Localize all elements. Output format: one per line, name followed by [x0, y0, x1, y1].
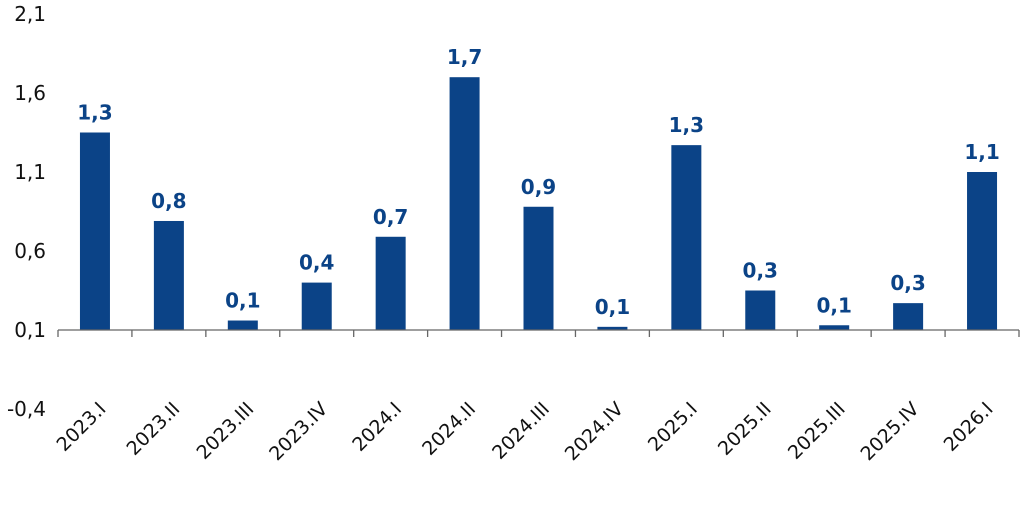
bar: [967, 172, 998, 330]
data-label: 1,7: [447, 45, 482, 69]
y-tick-label: 0,6: [14, 239, 46, 263]
bar: [375, 236, 406, 330]
x-axis-labels: 2023.I 2023.II 2023.III 2023.IV 2024.I 2024.I…: [53, 398, 998, 465]
x-tick-label: 2025.I: [644, 398, 702, 456]
y-tick-label: 1,1: [14, 160, 46, 184]
x-tick-label: 2025.IV: [856, 398, 923, 465]
data-labels: 1,3 0,8 0,1 0,4 0,7 1,7 0,9 0,1 1,3 0,3 0,1 0,3 1,1: [77, 45, 1000, 319]
x-axis: [57, 329, 1020, 337]
data-label: 0,9: [521, 175, 556, 199]
data-label: 0,1: [816, 293, 851, 317]
bar: [597, 326, 628, 330]
y-tick-label: -0,4: [7, 397, 46, 421]
y-tick-label: 1,6: [14, 81, 46, 105]
data-label: 0,8: [151, 189, 186, 213]
bar: [819, 325, 850, 330]
bar: [523, 206, 554, 330]
y-tick-label: 2,1: [14, 2, 46, 26]
data-label: 0,7: [373, 205, 408, 229]
x-tick-label: 2023.I: [53, 398, 111, 456]
x-tick-label: 2023.III: [192, 398, 258, 464]
bar: [227, 320, 258, 330]
x-tick-label: 2023.II: [122, 398, 184, 460]
data-label: 0,3: [890, 271, 925, 295]
bar: [745, 290, 776, 330]
data-label: 1,3: [669, 113, 704, 137]
bar: [301, 282, 332, 330]
y-tick-label: 0,1: [14, 318, 46, 342]
bar: [893, 303, 924, 330]
bars: [79, 77, 998, 330]
bar: [79, 132, 110, 330]
data-label: 0,1: [225, 289, 260, 313]
data-label: 0,1: [595, 295, 630, 319]
x-tick-label: 2025.III: [784, 398, 850, 464]
bar: [671, 145, 702, 330]
x-tick-label: 2024.I: [348, 398, 406, 456]
bar: [449, 77, 480, 330]
x-tick-label: 2026.I: [940, 398, 998, 456]
data-label: 0,3: [743, 259, 778, 283]
data-label: 1,3: [77, 101, 112, 125]
data-label: 0,4: [299, 251, 334, 275]
bar: [153, 220, 184, 330]
data-label: 1,1: [964, 140, 999, 164]
y-axis-ticks: 2,1 1,6 1,1 0,6 0,1 -0,4: [7, 2, 46, 421]
x-tick-label: 2023.IV: [265, 398, 332, 465]
x-tick-label: 2024.IV: [561, 398, 628, 465]
x-tick-label: 2024.II: [418, 398, 480, 460]
x-tick-label: 2024.III: [488, 398, 554, 464]
x-tick-label: 2025.II: [714, 398, 776, 460]
